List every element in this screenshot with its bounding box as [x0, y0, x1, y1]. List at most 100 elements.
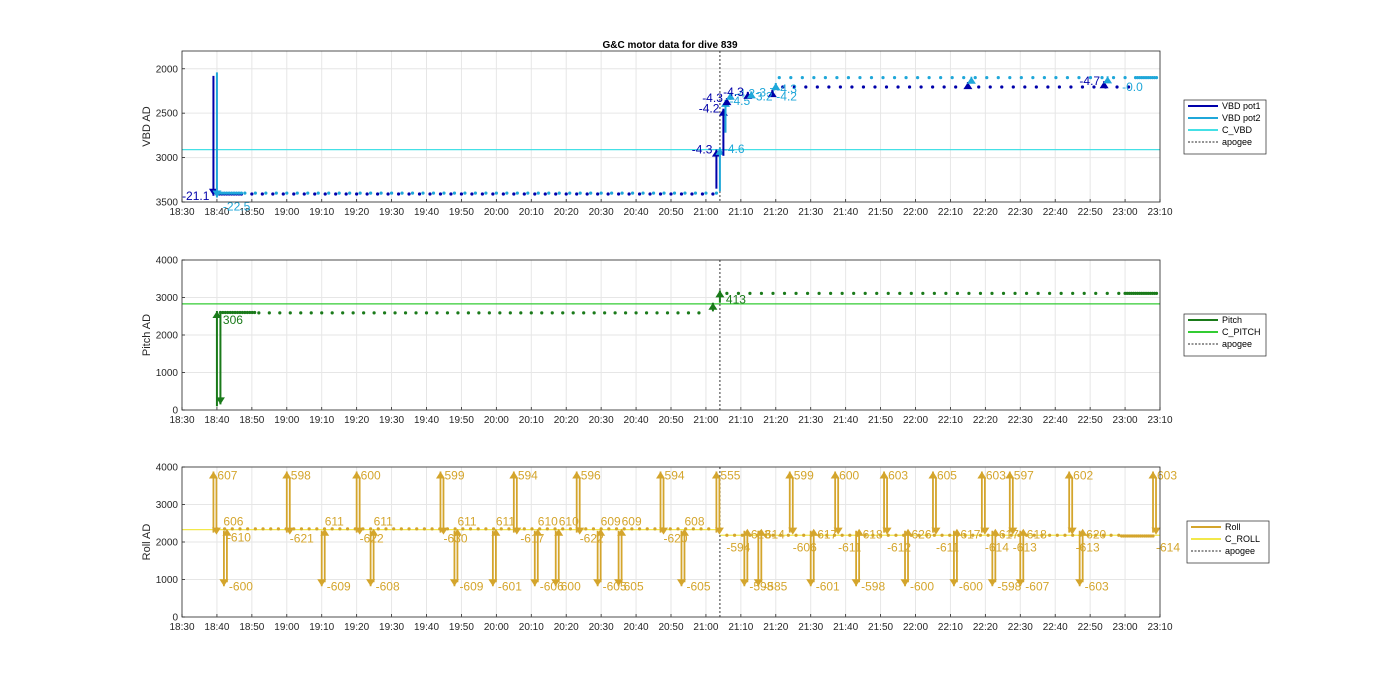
- x-tick-label: 18:50: [239, 207, 264, 218]
- data-point: [771, 291, 775, 295]
- data-point: [512, 192, 516, 196]
- motor-move-label: -4.3: [702, 91, 723, 105]
- roll-spike-label: 555: [720, 469, 740, 483]
- x-tick-label: 19:40: [414, 622, 439, 633]
- x-tick-label: 22:40: [1043, 622, 1068, 633]
- data-point: [1126, 85, 1131, 89]
- data-point: [1059, 291, 1063, 295]
- data-point: [697, 311, 701, 315]
- roll-spike-label: -617: [520, 532, 544, 546]
- data-point: [858, 76, 862, 80]
- roll-spike-arrowhead: [714, 527, 724, 535]
- data-point: [1008, 76, 1012, 80]
- data-point: [344, 192, 348, 196]
- roll-spike-label: 600: [839, 469, 859, 483]
- panel-roll: 18:30 18:40 18:50 19:00 19:10 19:20 19:30 19:40…: [141, 463, 1270, 633]
- data-point: [435, 311, 439, 315]
- data-point: [307, 527, 311, 531]
- data-point: [533, 192, 537, 196]
- x-tick-label: 19:20: [344, 622, 369, 633]
- data-point: [237, 191, 241, 195]
- data-point: [658, 192, 663, 196]
- data-point: [421, 191, 425, 195]
- motor-move-arrowhead: [208, 188, 218, 196]
- data-point: [786, 533, 790, 537]
- data-point: [823, 76, 827, 80]
- data-point: [341, 311, 345, 315]
- roll-spike-arrowhead: [449, 579, 459, 587]
- x-tick-label: 21:10: [728, 207, 753, 218]
- motor-move-arrowhead: [708, 302, 718, 310]
- data-point: [501, 192, 505, 196]
- x-tick-label: 21:40: [833, 622, 858, 633]
- roll-spike-label: -606: [540, 579, 564, 593]
- data-point: [950, 76, 954, 80]
- x-tick-label: 20:10: [519, 415, 544, 426]
- x-tick-label: 18:50: [239, 622, 264, 633]
- data-point: [653, 527, 657, 531]
- data-point: [962, 76, 966, 80]
- data-point: [1094, 533, 1098, 537]
- data-point: [838, 85, 843, 89]
- legend-label: C_ROLL: [1225, 534, 1260, 544]
- data-point: [223, 527, 227, 531]
- data-point: [253, 527, 257, 531]
- data-point: [468, 527, 473, 531]
- data-point: [800, 76, 804, 80]
- y-tick-label: 4000: [156, 463, 179, 474]
- data-point: [274, 191, 278, 195]
- x-tick-label: 21:30: [798, 415, 823, 426]
- roll-spike-label: -621: [290, 532, 314, 546]
- data-point: [239, 191, 243, 195]
- data-point: [840, 291, 844, 295]
- roll-spike-label: -609: [459, 579, 483, 593]
- x-tick-label: 21:40: [833, 207, 858, 218]
- data-point: [323, 192, 327, 196]
- data-point: [463, 191, 467, 195]
- data-point: [428, 192, 432, 196]
- roll-spike-arrowhead: [317, 579, 327, 587]
- panels-group: 18:30 18:40 18:50 19:00 19:10 19:20 19:30 19:40…: [141, 50, 1270, 633]
- legend-label: VBD pot1: [1222, 101, 1261, 111]
- roll-spike-arrowhead: [1075, 579, 1085, 587]
- x-tick-label: 21:00: [693, 207, 718, 218]
- x-tick-label: 21:20: [763, 207, 788, 218]
- roll-spike-arrowhead: [509, 471, 519, 479]
- x-tick-label: 22:50: [1078, 622, 1103, 633]
- data-point: [243, 310, 247, 315]
- x-tick-label: 22:10: [938, 415, 963, 426]
- data-point: [480, 192, 484, 196]
- data-point: [990, 291, 994, 295]
- data-point: [1013, 291, 1017, 295]
- roll-spike-arrowhead: [575, 527, 585, 535]
- data-point: [915, 76, 920, 80]
- data-point: [1019, 76, 1023, 80]
- data-point: [978, 291, 983, 295]
- data-point: [453, 527, 457, 531]
- roll-spike-label: 603: [986, 469, 1006, 483]
- data-point: [348, 191, 352, 195]
- motor-move-label: -4.3: [723, 85, 744, 99]
- roll-spike-label: -611: [936, 541, 959, 555]
- roll-spike-arrowhead: [1064, 471, 1074, 479]
- data-point: [508, 311, 512, 315]
- data-point: [863, 533, 867, 537]
- data-point: [669, 192, 673, 196]
- data-point: [515, 191, 519, 195]
- roll-spike-label: 607: [217, 469, 237, 483]
- data-point: [230, 527, 234, 531]
- y-tick-label: 0: [172, 406, 178, 417]
- data-point: [927, 76, 931, 80]
- data-point: [530, 527, 534, 531]
- data-point: [917, 533, 921, 537]
- data-point: [292, 192, 296, 196]
- data-point: [477, 311, 481, 315]
- roll-spike-arrowhead: [990, 528, 1000, 536]
- data-point: [345, 527, 350, 531]
- roll-spike-label: -611: [838, 541, 861, 555]
- motor-move-arrowhead: [711, 149, 721, 157]
- data-point: [264, 191, 268, 195]
- data-point: [985, 76, 989, 80]
- data-point: [620, 191, 624, 195]
- data-point: [1154, 76, 1159, 80]
